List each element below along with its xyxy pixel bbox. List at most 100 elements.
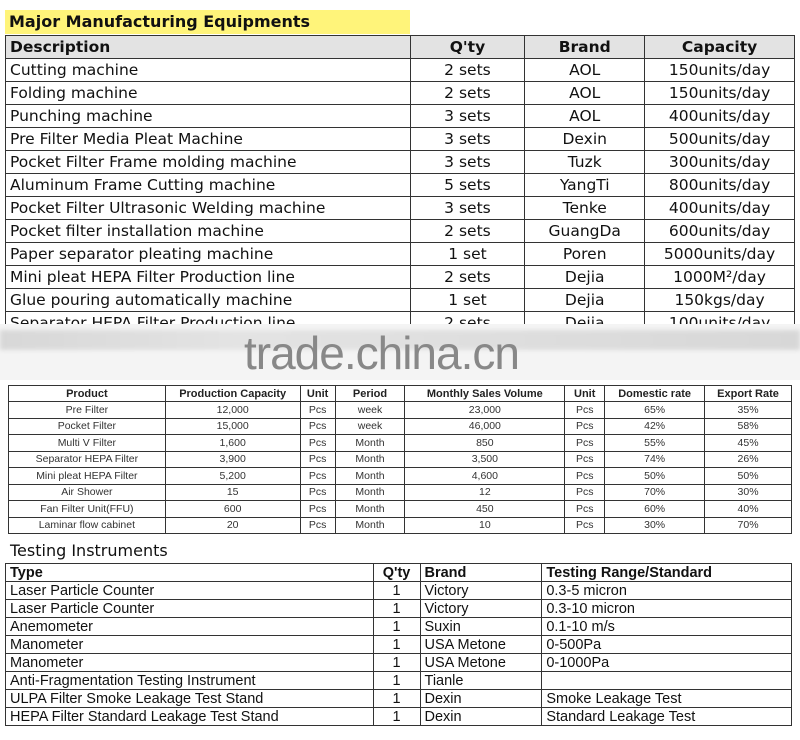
table-cell: Pocket Filter [8,417,166,435]
column-header: Q'ty [409,35,526,59]
table-cell: Tenke [524,196,646,220]
table-cell: Dexin [524,127,646,151]
table-row: Mini pleat HEPA Filter Production line 2 … [5,265,795,289]
table-cell: 46,000 [404,417,566,435]
table-cell: Dexin [419,707,543,726]
table-cell: 4,600 [404,467,566,485]
table-row: Pocket filter installation machine 2 sets… [5,219,795,243]
table-row: Fan Filter Unit(FFU) 600 Pcs Month 450 Pcs 60%… [8,500,792,518]
table-cell: 800units/day [644,173,795,197]
column-header: Period [334,385,406,402]
table-cell: Glue pouring automatically machine [5,288,411,312]
table-cell: 150units/day [644,81,795,105]
table-cell: Pcs [564,450,606,468]
table-cell: 400units/day [644,104,795,128]
table-row: Pocket Filter Ultrasonic Welding machine… [5,196,795,220]
table-cell: 45% [704,434,792,452]
table-cell: 3 sets [409,104,526,128]
column-header: Domestic rate [604,385,706,402]
table-cell: 1 set [409,242,526,266]
column-header: Capacity [644,35,795,59]
table-cell: 15,000 [164,417,301,435]
table-cell: USA Metone [419,653,543,672]
table-row: Air Shower 15 Pcs Month 12 Pcs 70% 30% [8,483,792,501]
table-row: Manometer 1 USA Metone 0-500Pa [5,635,792,654]
table-cell: Laser Particle Counter [5,599,374,618]
table-cell: week [334,401,406,419]
table-cell: 1 [372,653,421,672]
table-cell: 70% [604,483,706,501]
table-cell: Tuzk [524,150,646,174]
table-row: Separator HEPA Filter 3,900 Pcs Month 3,500 P… [8,450,792,468]
production-table: Product Production Capacity Unit Period Mont… [8,385,792,534]
table-cell: Pcs [299,467,336,485]
table-row: Punching machine 3 sets AOL 400units/day [5,104,795,128]
table-row: ULPA Filter Smoke Leakage Test Stand 1 Dex… [5,689,792,708]
table-cell: 2 sets [409,219,526,243]
table-cell: 0.3-10 micron [541,599,792,618]
table-row: Multi V Filter 1,600 Pcs Month 850 Pcs 55% 45% [8,434,792,452]
table-cell: 50% [704,467,792,485]
table-cell: 40% [704,500,792,518]
table-cell: AOL [524,104,646,128]
table-row: Pre Filter Media Pleat Machine 3 sets Dexi… [5,127,795,151]
table-cell: Pcs [564,483,606,501]
table-cell: 300units/day [644,150,795,174]
table-cell: 1 set [409,288,526,312]
table-row: Manometer 1 USA Metone 0-1000Pa [5,653,792,672]
table-cell: Pre Filter [8,401,166,419]
table-cell: 60% [604,500,706,518]
table-cell: 600units/day [644,219,795,243]
table-cell: Pcs [299,401,336,419]
table-cell: 1 [372,635,421,654]
table-cell: USA Metone [419,635,543,654]
table-row: Laser Particle Counter 1 Victory 0.3-5 micr… [5,581,792,600]
table-cell: Cutting machine [5,58,411,82]
table-cell: Month [334,483,406,501]
table-cell: 2 sets [409,265,526,289]
table-cell: 0-1000Pa [541,653,792,672]
table-cell: 3 sets [409,196,526,220]
table-row: Paper separator pleating machine 1 set Por… [5,242,795,266]
table-row: Glue pouring automatically machine 1 set D… [5,288,795,312]
table-cell: Dejia [524,265,646,289]
table-cell: Pcs [299,483,336,501]
table-cell: Pcs [299,500,336,518]
table-cell: 0-500Pa [541,635,792,654]
table-cell: 70% [704,516,792,534]
equipment-table: Description Q'ty Brand Capacity Cutting mach… [5,35,795,335]
table-cell: 10 [404,516,566,534]
table-cell: 1 [372,599,421,618]
table-cell: 850 [404,434,566,452]
table-cell: 23,000 [404,401,566,419]
table-cell: 20 [164,516,301,534]
column-header: Unit [564,385,606,402]
table-cell: Pcs [564,516,606,534]
table-cell: Pcs [564,500,606,518]
table-cell: Manometer [5,653,374,672]
table-cell: 12,000 [164,401,301,419]
table-cell: 600 [164,500,301,518]
table-cell: 50% [604,467,706,485]
table-cell: Laser Particle Counter [5,581,374,600]
table-cell: Month [334,434,406,452]
table-row: Aluminum Frame Cutting machine 5 sets Yang… [5,173,795,197]
table-cell: Month [334,450,406,468]
table-cell: Pcs [299,417,336,435]
table-cell: 3 sets [409,127,526,151]
column-header: Production Capacity [164,385,301,402]
table-cell: YangTi [524,173,646,197]
table-cell: 150units/day [644,58,795,82]
table-cell: GuangDa [524,219,646,243]
table-cell: Tianle [419,671,543,690]
table-cell: Anemometer [5,617,374,636]
table-cell: ULPA Filter Smoke Leakage Test Stand [5,689,374,708]
table-cell: Pcs [564,434,606,452]
equipment-title: Major Manufacturing Equipments [5,10,410,34]
table-row: Folding machine 2 sets AOL 150units/day [5,81,795,105]
table-cell: AOL [524,81,646,105]
table-cell: 400units/day [644,196,795,220]
table-cell: Pcs [299,516,336,534]
table-cell: Paper separator pleating machine [5,242,411,266]
watermark: trade.china.cn [244,327,520,379]
